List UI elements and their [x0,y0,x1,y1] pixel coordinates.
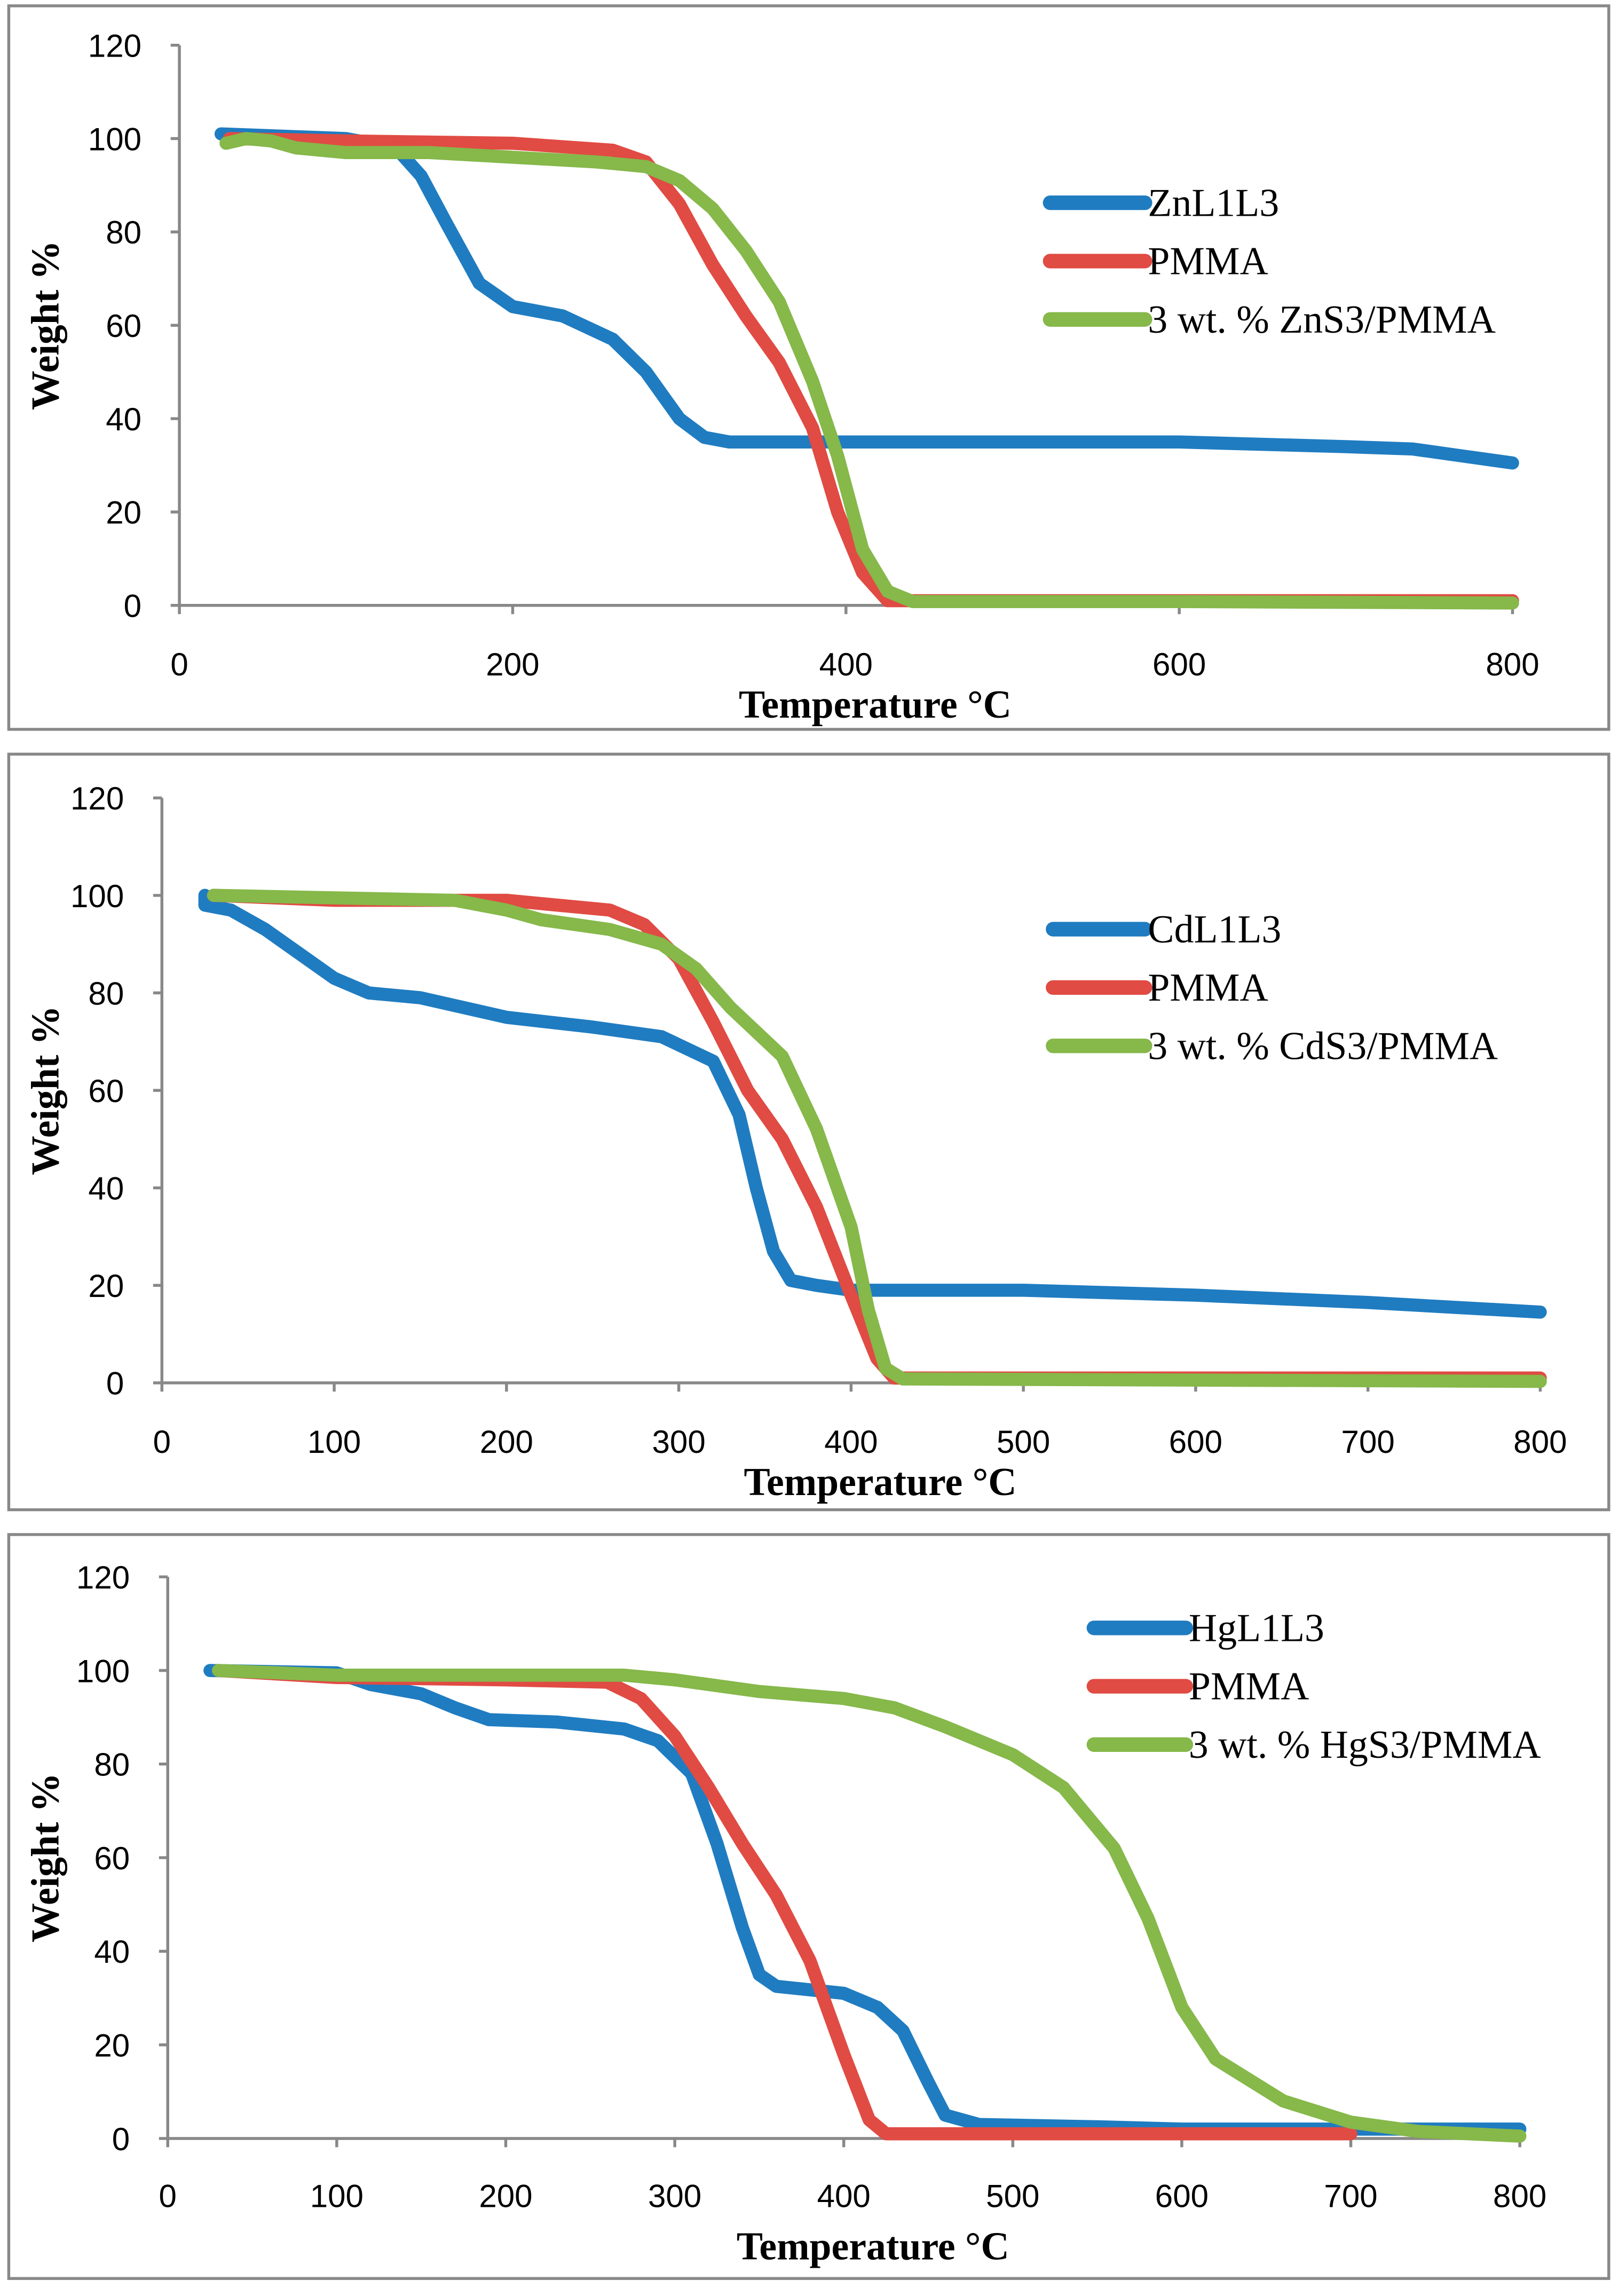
y-tick-label: 40 [106,402,141,437]
y-tick-label: 100 [88,121,141,157]
y-axis-title: Weight % [23,1005,67,1175]
x-tick-label: 700 [1324,2178,1377,2214]
series-line-pmma [207,888,1547,1385]
x-tick-label: 500 [986,2178,1039,2214]
y-tick-label: 0 [124,588,141,624]
series-line-cdl1l3 [198,888,1547,1319]
x-tick-label: 300 [648,2178,701,2214]
x-tick-label: 500 [997,1424,1050,1460]
x-tick-label: 600 [1169,1424,1222,1460]
chart-panel-3: 0 20 40 60 80 100 120 0 100 200 300 400 500 600 700 800… [7,1533,1610,2280]
x-axis-title: Temperature °C [737,2224,1009,2268]
chart-panel-1: 0 20 40 60 80 100 120 0 200 400 600 800 Temperature … [7,4,1610,731]
x-tick-label: 600 [1152,647,1206,682]
legend-label: HgL1L3 [1189,1606,1324,1649]
x-tick-label: 700 [1341,1424,1395,1460]
series-line-3-wt-hgs3-pmma [212,1664,1527,2143]
y-tick-label: 40 [94,1934,130,1970]
y-tick-label: 120 [88,28,141,64]
y-tick-label: 80 [106,215,141,250]
y-tick-label: 80 [94,1747,130,1783]
x-tick-label: 800 [1486,647,1539,682]
legend-label: CdL1L3 [1148,907,1281,951]
y-axis-title: Weight % [23,240,67,410]
x-tick-label: 100 [310,2178,364,2214]
x-tick-label: 200 [479,2178,532,2214]
legend-label: PMMA [1148,965,1268,1009]
x-axis-title: Temperature °C [744,1460,1017,1504]
x-tick-label: 400 [824,1424,878,1460]
series-line-hgl1l3 [203,1664,1527,2136]
y-tick-label: 80 [88,976,124,1011]
x-axis-title: Temperature °C [739,682,1012,726]
y-tick-label: 60 [106,308,141,344]
legend-label: PMMA [1189,1664,1309,1708]
x-tick-label: 600 [1155,2178,1209,2214]
y-axis-title: Weight % [23,1773,67,1943]
series-line-3-wt-cds3-pmma [207,888,1547,1388]
x-tick-label: 0 [170,647,188,682]
x-tick-label: 800 [1493,2178,1546,2214]
legend-label: 3 wt. % ZnS3/PMMA [1148,297,1496,341]
panel-border [7,1533,1610,2280]
series-line-3-wt-zns3-pmma [219,132,1519,610]
y-tick-label: 100 [70,878,124,914]
x-tick-label: 200 [480,1424,533,1460]
y-tick-label: 20 [94,2028,130,2064]
series-line-pmma [223,132,1519,608]
x-tick-label: 0 [159,2178,177,2214]
x-tick-label: 300 [652,1424,705,1460]
legend-label: 3 wt. % CdS3/PMMA [1148,1024,1498,1067]
y-tick-label: 0 [112,2121,130,2157]
y-tick-label: 0 [106,1366,124,1402]
y-tick-label: 60 [88,1073,124,1109]
x-tick-label: 0 [153,1424,171,1460]
y-tick-label: 100 [76,1653,130,1689]
panel-border [7,752,1610,1512]
x-tick-label: 400 [817,2178,871,2214]
y-tick-label: 20 [88,1268,124,1304]
legend-label: ZnL1L3 [1148,180,1279,224]
x-tick-label: 400 [819,647,873,682]
y-tick-label: 60 [94,1841,130,1876]
series-line-znl1l3 [214,127,1519,470]
y-tick-label: 20 [106,495,141,531]
y-tick-label: 120 [76,1560,130,1595]
legend-label: 3 wt. % HgS3/PMMA [1189,1723,1541,1766]
chart-panel-2: 0 20 40 60 80 100 120 0 100 200 300 400 500 600 700 800… [7,752,1610,1512]
x-tick-label: 200 [486,647,539,682]
x-tick-label: 100 [307,1424,361,1460]
x-tick-label: 800 [1513,1424,1567,1460]
y-tick-label: 40 [88,1171,124,1207]
y-tick-label: 120 [70,781,124,816]
legend-label: PMMA [1148,239,1268,283]
